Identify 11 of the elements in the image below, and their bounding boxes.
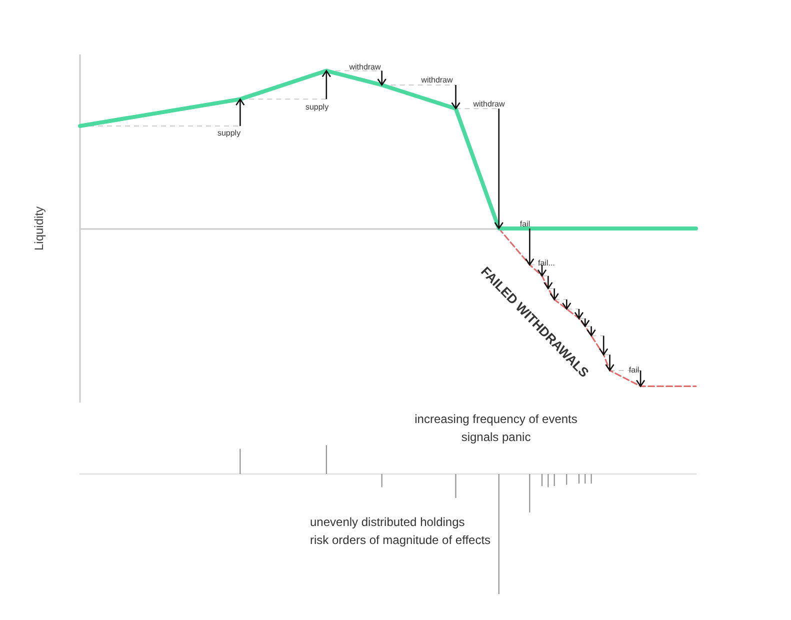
annotation: fail...	[538, 258, 555, 268]
annotation: fail	[520, 220, 530, 228]
text: increasing frequency of events signals panic	[414, 412, 578, 444]
annotation: supply	[217, 128, 241, 138]
annotation: withdraw	[420, 76, 453, 84]
annotation: fail	[628, 366, 640, 374]
annotation: withdraw	[348, 62, 381, 72]
annotation: unevenly distributed holdings risk orders of magnitude of effects	[310, 515, 491, 547]
annotation: supply	[305, 102, 329, 112]
annotation: withdraw	[472, 100, 505, 108]
y-axis-title: Liquidity	[32, 206, 46, 251]
